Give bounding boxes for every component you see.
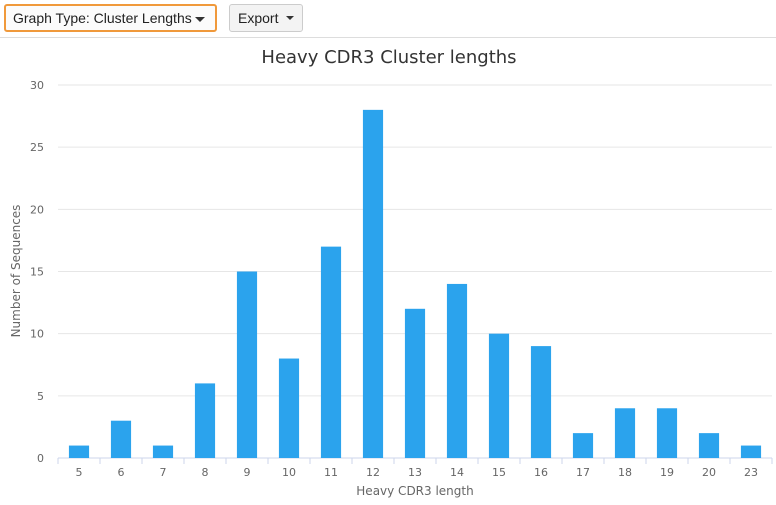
x-tick-label: 12 xyxy=(366,466,380,479)
y-tick-label: 20 xyxy=(30,203,44,216)
x-tick-label: 8 xyxy=(202,466,209,479)
y-tick-label: 10 xyxy=(30,328,44,341)
x-tick-label: 20 xyxy=(702,466,716,479)
bar-17[interactable] xyxy=(572,433,594,458)
bars xyxy=(68,109,762,459)
x-tick-label: 9 xyxy=(244,466,251,479)
bar-15[interactable] xyxy=(488,333,510,458)
bar-23[interactable] xyxy=(740,445,762,458)
bar-16[interactable] xyxy=(530,346,552,458)
x-axis-label: Heavy CDR3 length xyxy=(356,484,473,498)
y-tick-label: 15 xyxy=(30,266,44,279)
y-axis-label: Number of Sequences xyxy=(9,205,23,338)
bar-6[interactable] xyxy=(110,420,132,458)
bar-7[interactable] xyxy=(152,445,174,458)
graph-type-dropdown[interactable]: Graph Type: Cluster Lengths xyxy=(4,4,217,32)
bar-9[interactable] xyxy=(236,271,258,459)
bar-11[interactable] xyxy=(320,246,342,458)
bar-12[interactable] xyxy=(362,109,384,458)
x-tick-label: 15 xyxy=(492,466,506,479)
bar-10[interactable] xyxy=(278,358,300,458)
bar-13[interactable] xyxy=(404,308,426,458)
bar-8[interactable] xyxy=(194,383,216,458)
graph-type-label: Graph Type: Cluster Lengths xyxy=(13,10,192,26)
x-tick-label: 19 xyxy=(660,466,674,479)
x-tick-label: 18 xyxy=(618,466,632,479)
x-tick-label: 14 xyxy=(450,466,464,479)
bar-18[interactable] xyxy=(614,408,636,458)
x-tick-label: 23 xyxy=(744,466,758,479)
chevron-down-icon xyxy=(286,16,294,20)
bar-5[interactable] xyxy=(68,445,90,458)
y-tick-label: 30 xyxy=(30,79,44,92)
x-tick-label: 16 xyxy=(534,466,548,479)
y-tick-label: 5 xyxy=(37,390,44,403)
chart-title: Heavy CDR3 Cluster lengths xyxy=(261,47,516,68)
x-axis-ticks: 5 6 7 8 9 10 11 12 13 14 15 16 17 18 19 20 23 xyxy=(57,458,773,479)
export-button[interactable]: Export xyxy=(229,4,303,32)
x-tick-label: 11 xyxy=(324,466,338,479)
chart-toolbar: Graph Type: Cluster Lengths Export xyxy=(0,0,776,38)
x-tick-label: 6 xyxy=(118,466,125,479)
x-tick-label: 5 xyxy=(76,466,83,479)
x-tick-label: 7 xyxy=(160,466,167,479)
x-tick-label: 17 xyxy=(576,466,590,479)
bar-14[interactable] xyxy=(446,283,468,458)
x-tick-label: 10 xyxy=(282,466,296,479)
bar-19[interactable] xyxy=(656,408,678,458)
y-tick-label: 0 xyxy=(37,452,44,465)
bar-20[interactable] xyxy=(698,433,720,458)
y-axis-ticks: 0 5 10 15 20 25 30 xyxy=(30,79,44,465)
export-label: Export xyxy=(238,10,279,26)
chevron-down-icon xyxy=(195,17,205,22)
y-tick-label: 25 xyxy=(30,141,44,154)
x-tick-label: 13 xyxy=(408,466,422,479)
